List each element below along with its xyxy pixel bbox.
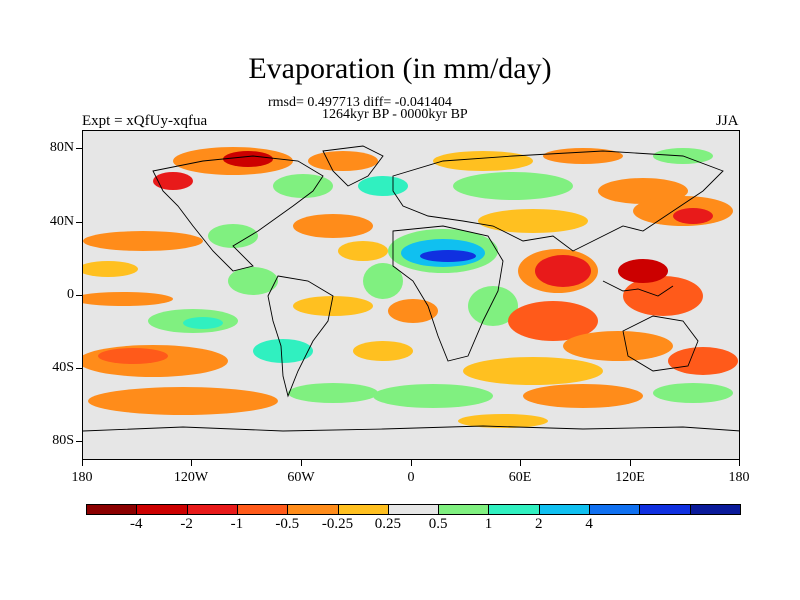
xtick-label: 180 xyxy=(71,470,93,485)
xtick xyxy=(301,460,302,466)
xtick xyxy=(520,460,521,466)
xtick xyxy=(739,460,740,466)
xtick-label: 60E xyxy=(508,470,532,485)
ytick-label: 0 xyxy=(67,287,74,302)
colorbar-box xyxy=(337,504,389,515)
colorbar-label: 0.5 xyxy=(428,516,448,532)
colorbar-label: -2 xyxy=(180,516,193,532)
colorbar-label: 0.25 xyxy=(374,516,401,532)
colorbar-box xyxy=(86,504,138,515)
season-label: JJA xyxy=(716,113,739,129)
xtick-label: 120E xyxy=(615,470,645,485)
xtick xyxy=(82,460,83,466)
coastlines xyxy=(83,145,739,432)
ytick-label: 80N xyxy=(49,140,74,155)
xtick-label: 180 xyxy=(728,470,750,485)
ytick-0 xyxy=(76,295,82,296)
colorbar-label: 2 xyxy=(535,516,543,532)
xtick-label: 120W xyxy=(173,470,209,485)
colorbar-box xyxy=(689,504,741,515)
colorbar-label: 4 xyxy=(585,516,593,532)
colorbar-box xyxy=(639,504,691,515)
colorbar-box xyxy=(438,504,490,515)
ytick-label: 40S xyxy=(52,360,74,375)
colorbar-box xyxy=(136,504,188,515)
ytick-80s xyxy=(76,441,82,442)
colorbar-label: -0.5 xyxy=(275,516,300,532)
colorbar-label: -0.25 xyxy=(321,516,354,532)
colorbar-label: -1 xyxy=(230,516,244,532)
colorbar-label: 1 xyxy=(484,516,493,532)
colorbar-label: -4 xyxy=(130,516,143,532)
anomaly-patches xyxy=(83,147,738,428)
xtick xyxy=(191,460,192,466)
ytick-40s xyxy=(76,368,82,369)
ytick-label: 80S xyxy=(52,433,74,448)
ytick-80n xyxy=(76,148,82,149)
xtick xyxy=(630,460,631,466)
colorbar-box xyxy=(186,504,238,515)
colorbar-box xyxy=(236,504,289,515)
colorbar-box xyxy=(387,504,440,515)
colorbar-box xyxy=(287,504,339,515)
ytick-40n xyxy=(76,222,82,223)
colorbar-box xyxy=(488,504,540,515)
colorbar-box xyxy=(538,504,591,515)
stats-subtitle: rmsd= 0.497713 diff= -0.041404 xyxy=(268,95,452,110)
map-plot-area xyxy=(82,130,740,460)
experiment-label: Expt = xQfUy-xqfua xyxy=(82,113,208,129)
chart-title: Evaporation (in mm/day) xyxy=(248,52,552,85)
evaporation-map xyxy=(83,145,739,432)
xtick-label: 0 xyxy=(407,470,415,485)
xtick xyxy=(411,460,412,466)
colorbar-box xyxy=(589,504,641,515)
ytick-label: 40N xyxy=(49,214,74,229)
period-subtitle: 1264kyr BP - 0000kyr BP xyxy=(322,107,468,122)
xtick-label: 60W xyxy=(287,470,315,485)
